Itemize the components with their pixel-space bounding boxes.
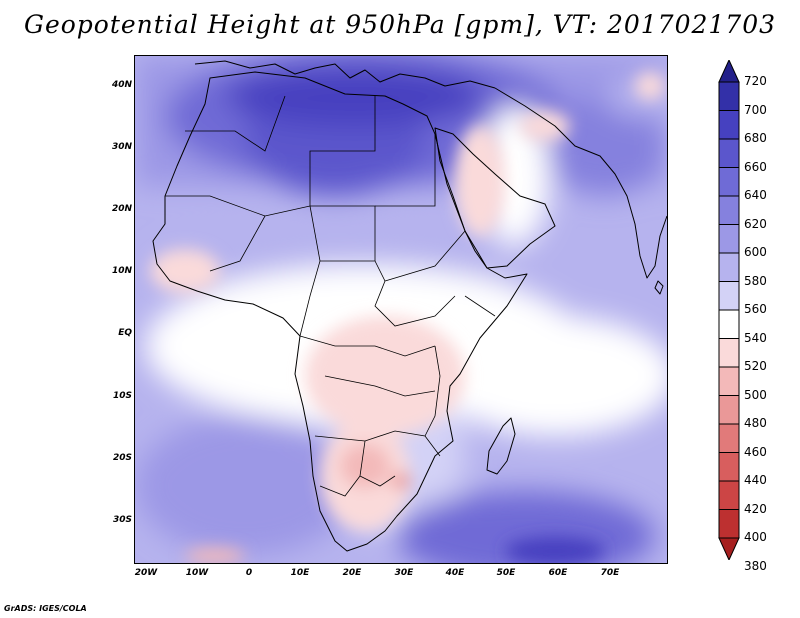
border-line (309, 205, 466, 282)
map-panel (134, 55, 668, 564)
border-line (299, 260, 321, 337)
lon-label: 20E (342, 568, 362, 578)
colorbar-swatch (718, 81, 740, 111)
contour-med-680 (225, 66, 485, 126)
colorbar-top-arrow (718, 60, 740, 83)
lat-label: 10N (111, 266, 132, 276)
lon-label: 10E (290, 568, 310, 578)
lon-label: 60E (548, 568, 568, 578)
colorbar-level-label: 640 (744, 188, 767, 202)
lat-label: 20N (111, 204, 132, 214)
colorbar-level-label: 620 (744, 216, 767, 231)
colorbar-level-label: 380 (744, 558, 767, 573)
border-line (374, 280, 456, 327)
colorbar-swatch (718, 195, 740, 225)
colorbar-swatch (718, 281, 740, 311)
country-borders (165, 95, 496, 497)
border-line (375, 134, 436, 207)
colorbar-swatch (718, 252, 740, 282)
border-line (464, 295, 496, 317)
colorbar-level-label: 700 (744, 102, 767, 117)
colorbar-level-label: 720 (744, 74, 767, 88)
contour-sw-500 (185, 548, 245, 563)
colorbar-level-label: 400 (744, 530, 767, 544)
lat-label: 20S (112, 453, 132, 463)
lon-label: 10W (185, 568, 209, 578)
colorbar-level-label: 460 (744, 444, 767, 459)
coastlines (152, 60, 667, 552)
border-line (424, 345, 441, 437)
border-line (319, 475, 361, 497)
colorbar-swatch (718, 309, 740, 339)
colorbar-level-label: 440 (744, 473, 767, 487)
colorbar-swatch (718, 509, 740, 539)
border-line (299, 335, 436, 357)
africa-coastline (152, 71, 528, 552)
europe-coastline (194, 60, 496, 89)
lat-label: 10S (112, 391, 132, 401)
credit-text: GrADS: IGES/COLA (4, 604, 87, 613)
colorbar-swatch (718, 167, 740, 197)
contour-gulf-520 (520, 111, 570, 141)
contour-southern-680 (505, 537, 605, 563)
contour-limpopo-480 (391, 473, 411, 489)
lat-label: 30S (112, 515, 132, 525)
border-line (209, 215, 266, 272)
chart-title: Geopotential Height at 950hPa [gpm], VT:… (23, 10, 777, 39)
colorbar-level-label: 480 (744, 416, 767, 430)
contour-arabia-520 (455, 126, 505, 236)
srilanka-coastline (654, 280, 664, 295)
border-line (309, 96, 376, 206)
lon-label: 0 (245, 568, 253, 578)
lat-label: 30N (111, 142, 132, 152)
colorbar-level-label: 660 (744, 159, 767, 174)
colorbar-swatch (718, 110, 740, 140)
border-line (359, 440, 396, 487)
colorbar-swatch (718, 395, 740, 425)
colorbar-swatch (718, 423, 740, 453)
lat-label: 40N (111, 80, 132, 90)
colorbar-level-label: 420 (744, 501, 767, 516)
colorbar (718, 60, 740, 560)
lon-label: 40E (445, 568, 465, 578)
border-line (165, 195, 376, 261)
madagascar-coastline (486, 417, 516, 475)
colorbar-swatch (718, 224, 740, 254)
border-line (314, 430, 441, 457)
colorbar-swatch (718, 338, 740, 368)
border-line (324, 375, 436, 397)
colorbar-level-label: 600 (744, 245, 767, 259)
colorbar-level-label: 680 (744, 131, 767, 145)
colorbar-swatch (718, 138, 740, 168)
contour-botswana-500 (340, 444, 390, 488)
lon-label: 70E (600, 568, 620, 578)
asia-coastline (494, 87, 667, 279)
contour-indian-540 (435, 316, 667, 436)
contour-himalaya-520 (635, 72, 665, 100)
lon-label: 50E (496, 568, 516, 578)
contour-west-520 (150, 249, 220, 293)
border-line (185, 95, 286, 152)
contour-iran-620 (545, 96, 665, 196)
colorbar-swatch (718, 452, 740, 482)
lon-label: 30E (394, 568, 414, 578)
colorbar-level-label: 520 (744, 359, 767, 373)
arabia-coastline (434, 127, 556, 269)
colorbar-level-label: 560 (744, 302, 767, 316)
lon-label: 20W (134, 568, 158, 578)
colorbar-level-label: 540 (744, 330, 767, 345)
colorbar-bottom-arrow (718, 537, 740, 560)
colorbar-swatch (718, 480, 740, 510)
contour-central-520 (305, 316, 465, 436)
contour-satlantic-600 (135, 416, 355, 556)
colorbar-swatch (718, 366, 740, 396)
colorbar-level-label: 580 (744, 273, 767, 288)
lat-label: EQ (118, 328, 132, 338)
height-field-map (135, 56, 667, 563)
colorbar-level-label: 500 (744, 387, 767, 402)
